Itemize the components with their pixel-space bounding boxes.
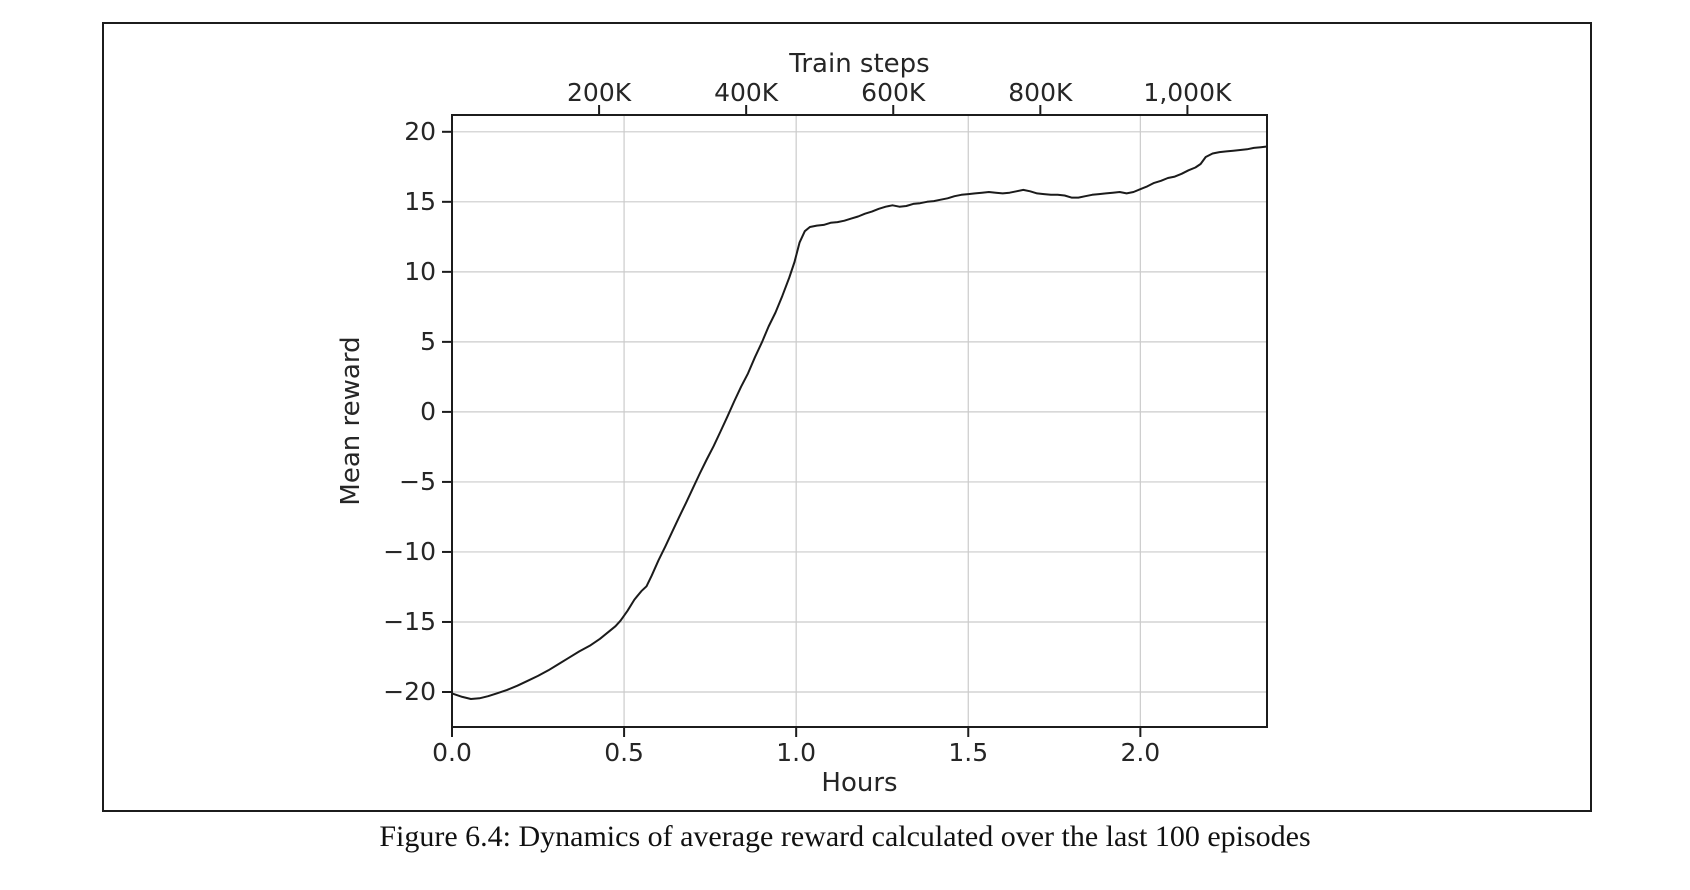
reward-curve: [451, 145, 1268, 700]
y-tick-label: −20: [383, 676, 436, 706]
plot-spines: [451, 114, 1268, 728]
figure-caption: Figure 6.4: Dynamics of average reward c…: [379, 820, 1311, 853]
top-tick-label: 400K: [714, 78, 779, 107]
x-tick-label: 1.0: [776, 738, 817, 767]
x-axis-title: Hours: [821, 768, 898, 798]
axis-tick-marks: [442, 105, 1189, 737]
x-tick-label: 0.0: [432, 738, 472, 767]
y-tick-label: −5: [399, 466, 436, 496]
x-tick-label: 1.5: [948, 738, 989, 767]
y-tick-label: −10: [383, 536, 436, 566]
y-tick-label: 20: [404, 116, 436, 146]
y-tick-label: 15: [404, 186, 436, 216]
top-tick-label: 800K: [1008, 78, 1073, 107]
x-tick-label: 0.5: [604, 738, 644, 767]
figure-box: Train steps Hours Mean reward 0.0 0.5 1.0 1…: [102, 22, 1592, 812]
top-tick-label: 1,000K: [1143, 78, 1232, 107]
y-tick-label: 0: [420, 396, 436, 426]
top-axis-title: Train steps: [789, 49, 930, 79]
line-chart: [442, 105, 1268, 737]
y-tick-label: 5: [420, 326, 436, 356]
top-tick-label: 200K: [567, 78, 632, 107]
y-tick-label: 10: [404, 256, 436, 286]
y-tick-label: −15: [383, 606, 436, 636]
top-tick-label: 600K: [861, 78, 926, 107]
x-tick-label: 2.0: [1120, 738, 1161, 767]
grid-lines: [452, 115, 1267, 727]
